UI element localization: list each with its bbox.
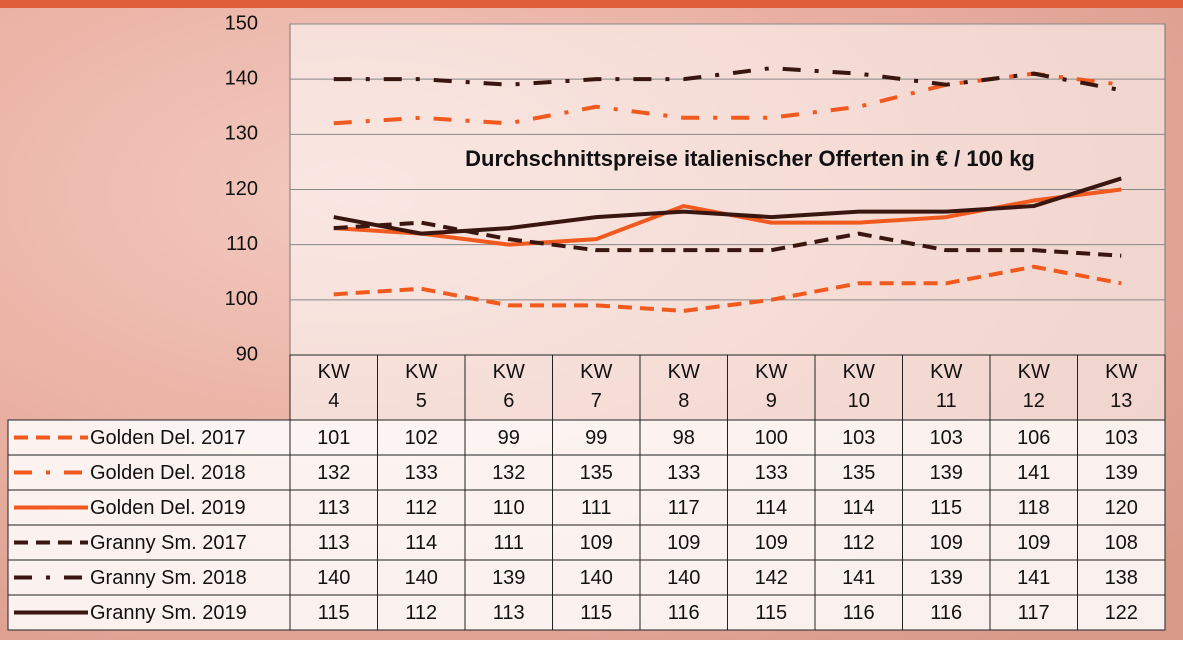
y-tick-label: 130 [225, 123, 258, 145]
table-value: 109 [1017, 532, 1050, 554]
table-value: 139 [930, 567, 963, 589]
table-value: 140 [580, 567, 613, 589]
legend-label: Granny Sm. 2019 [90, 602, 247, 624]
table-value: 102 [405, 427, 438, 449]
x-tick-label: KW 4 [317, 358, 351, 416]
table-value: 133 [667, 462, 700, 484]
table-value: 139 [930, 462, 963, 484]
table-value: 116 [930, 602, 962, 624]
table-value: 138 [1105, 567, 1138, 589]
legend-label: Granny Sm. 2018 [90, 567, 247, 589]
table-value: 115 [755, 602, 787, 624]
table-value: 142 [755, 567, 788, 589]
table-value: 113 [318, 497, 350, 519]
table-value: 135 [580, 462, 613, 484]
x-tick-cell: KW 11 [903, 358, 991, 420]
table-value: 110 [493, 497, 525, 519]
table-value: 99 [585, 427, 607, 449]
table-value: 112 [843, 532, 875, 554]
y-tick-label: 100 [225, 288, 258, 310]
x-tick-label: KW 7 [579, 358, 613, 416]
table-value: 114 [405, 532, 437, 554]
table-value: 133 [755, 462, 788, 484]
legend-label: Golden Del. 2018 [90, 462, 246, 484]
table-value: 117 [668, 497, 700, 519]
x-tick-cell: KW 6 [465, 358, 553, 420]
table-value: 106 [1017, 427, 1050, 449]
table-value: 117 [1018, 602, 1050, 624]
table-value: 103 [1105, 427, 1138, 449]
table-value: 114 [843, 497, 875, 519]
table-value: 114 [755, 497, 787, 519]
legend-label: Golden Del. 2017 [90, 427, 246, 449]
table-value: 103 [930, 427, 963, 449]
x-tick-cell: KW 8 [640, 358, 728, 420]
table-value: 103 [842, 427, 875, 449]
x-tick-label: KW 11 [929, 358, 963, 416]
table-value: 98 [673, 427, 695, 449]
chart: Durchschnittspreise italienischer Offert… [0, 0, 1183, 640]
top-band [0, 0, 1183, 8]
table-value: 139 [492, 567, 525, 589]
table-value: 99 [498, 427, 520, 449]
table-value: 115 [580, 602, 612, 624]
table-value: 109 [667, 532, 700, 554]
table-value: 140 [317, 567, 350, 589]
y-tick-label: 90 [236, 343, 258, 365]
table-value: 120 [1105, 497, 1138, 519]
table-value: 111 [581, 497, 611, 519]
x-tick-label: KW 6 [492, 358, 526, 416]
table-value: 118 [1018, 497, 1050, 519]
x-tick-cell: KW 10 [815, 358, 903, 420]
table-value: 132 [492, 462, 525, 484]
y-tick-label: 120 [225, 178, 258, 200]
table-value: 108 [1105, 532, 1138, 554]
table-value: 109 [755, 532, 788, 554]
table-value: 116 [843, 602, 875, 624]
x-tick-label: KW 12 [1017, 358, 1051, 416]
x-tick-cell: KW 4 [290, 358, 378, 420]
x-tick-cell: KW 9 [728, 358, 816, 420]
table-value: 100 [755, 427, 788, 449]
legend-label: Granny Sm. 2017 [90, 532, 247, 554]
x-tick-label: KW 5 [404, 358, 438, 416]
table-value: 113 [493, 602, 525, 624]
table-value: 111 [494, 532, 524, 554]
table-value: 115 [318, 602, 350, 624]
table-value: 140 [405, 567, 438, 589]
x-tick-label: KW 10 [842, 358, 876, 416]
page: Durchschnittspreise italienischer Offert… [0, 0, 1183, 640]
table-value: 141 [1017, 462, 1050, 484]
x-tick-label: KW 9 [754, 358, 788, 416]
y-tick-label: 140 [225, 67, 258, 89]
table-value: 135 [842, 462, 875, 484]
x-tick-cell: KW 7 [553, 358, 641, 420]
table-value: 116 [668, 602, 700, 624]
chart-title: Durchschnittspreise italienischer Offert… [465, 146, 1035, 171]
table-value: 112 [405, 497, 437, 519]
x-tick-cell: KW 5 [378, 358, 466, 420]
table-value: 113 [318, 532, 350, 554]
legend-label: Golden Del. 2019 [90, 497, 246, 519]
table-value: 109 [930, 532, 963, 554]
y-tick-label: 150 [225, 12, 258, 34]
x-tick-cell: KW 13 [1078, 358, 1166, 420]
x-tick-label: KW 8 [667, 358, 701, 416]
table-value: 141 [842, 567, 875, 589]
x-tick-cell: KW 12 [990, 358, 1078, 420]
table-value: 141 [1017, 567, 1050, 589]
x-tick-label: KW 13 [1104, 358, 1138, 416]
table-value: 109 [580, 532, 613, 554]
table-value: 112 [405, 602, 437, 624]
table-value: 122 [1105, 602, 1138, 624]
table-value: 140 [667, 567, 700, 589]
table-value: 133 [405, 462, 438, 484]
y-tick-label: 110 [226, 233, 258, 255]
table-value: 101 [317, 427, 350, 449]
table-value: 139 [1105, 462, 1138, 484]
table-value: 115 [930, 497, 962, 519]
table-value: 132 [317, 462, 350, 484]
